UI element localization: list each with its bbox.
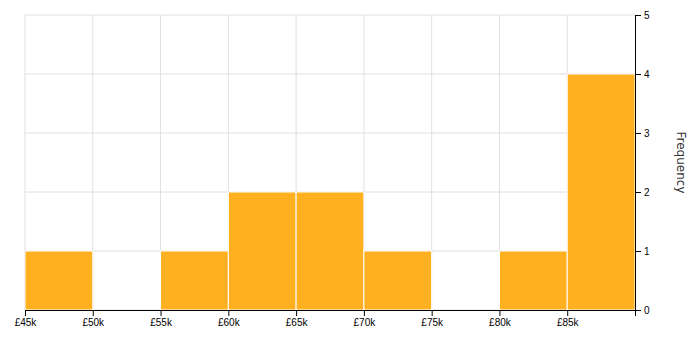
y-tick-label: 1 bbox=[644, 246, 650, 257]
y-tick-label: 0 bbox=[644, 305, 650, 316]
x-tick-label: £55k bbox=[150, 317, 173, 328]
bars bbox=[25, 74, 635, 310]
x-tick-label: £50k bbox=[82, 317, 105, 328]
x-tick-label: £75k bbox=[421, 317, 444, 328]
bar bbox=[432, 310, 500, 311]
y-tick-label: 2 bbox=[644, 187, 650, 198]
bar bbox=[567, 74, 635, 310]
y-tick-label: 5 bbox=[644, 10, 650, 21]
x-tick: £80k bbox=[489, 310, 512, 328]
y-tick-mark bbox=[635, 251, 641, 252]
x-tick-label: £60k bbox=[218, 317, 241, 328]
x-tick: £85k bbox=[557, 310, 580, 328]
x-tick-label: £65k bbox=[286, 317, 309, 328]
x-tick: £70k bbox=[354, 310, 377, 328]
y-tick: 3 bbox=[635, 128, 650, 139]
y-tick: 4 bbox=[635, 69, 650, 80]
x-tick: £65k bbox=[286, 310, 309, 328]
x-tick: £45k bbox=[15, 310, 38, 328]
bar bbox=[296, 192, 364, 310]
y-tick-mark bbox=[635, 74, 641, 75]
x-tick-label: £70k bbox=[354, 317, 377, 328]
grid bbox=[25, 15, 635, 310]
x-axis: £45k £50k £55k £60k £65k £70k £75k £80k £85k bbox=[15, 310, 636, 328]
x-tick-mark bbox=[364, 310, 365, 316]
y-tick-mark bbox=[635, 15, 641, 16]
y-tick-label: 4 bbox=[644, 69, 650, 80]
y-axis-title: Frequency bbox=[674, 132, 688, 194]
x-tick: £55k bbox=[150, 310, 173, 328]
x-tick-label: £85k bbox=[557, 317, 580, 328]
x-tick: £50k bbox=[82, 310, 105, 328]
y-tick: 1 bbox=[635, 246, 650, 257]
x-tick-mark bbox=[499, 310, 500, 316]
y-grid-line bbox=[25, 133, 635, 134]
y-tick-mark bbox=[635, 310, 641, 311]
y-tick: 0 bbox=[635, 305, 650, 316]
x-tick-mark bbox=[25, 310, 26, 316]
bar bbox=[25, 251, 93, 310]
y-tick: 2 bbox=[635, 187, 650, 198]
x-tick-mark bbox=[296, 310, 297, 316]
y-tick-mark bbox=[635, 133, 641, 134]
chart: £45k £50k £55k £60k £65k £70k £75k £80k £85k 0 1 2 3… bbox=[0, 0, 700, 350]
x-tick-mark bbox=[567, 310, 568, 316]
y-tick-mark bbox=[635, 192, 641, 193]
y-grid-line bbox=[25, 15, 635, 16]
x-tick: £60k bbox=[218, 310, 241, 328]
plot: £45k £50k £55k £60k £65k £70k £75k £80k £85k 0 1 2 3… bbox=[15, 10, 650, 328]
bar bbox=[93, 310, 161, 311]
x-tick-mark bbox=[93, 310, 94, 316]
x-tick: £75k bbox=[421, 310, 444, 328]
y-axis: 0 1 2 3 4 5 bbox=[635, 10, 650, 316]
x-tick-label: £45k bbox=[15, 317, 38, 328]
y-grid-line bbox=[25, 74, 635, 75]
y-axis-line bbox=[636, 16, 642, 311]
y-tick-label: 3 bbox=[644, 128, 650, 139]
bar bbox=[228, 192, 296, 310]
bar bbox=[499, 251, 567, 310]
bar bbox=[364, 251, 432, 310]
x-tick-mark bbox=[161, 310, 162, 316]
x-tick-label: £80k bbox=[489, 317, 512, 328]
x-tick-mark bbox=[228, 310, 229, 316]
x-tick-mark bbox=[432, 310, 433, 316]
bar bbox=[161, 251, 229, 310]
y-tick: 5 bbox=[635, 10, 650, 21]
x-axis-line bbox=[26, 311, 636, 317]
